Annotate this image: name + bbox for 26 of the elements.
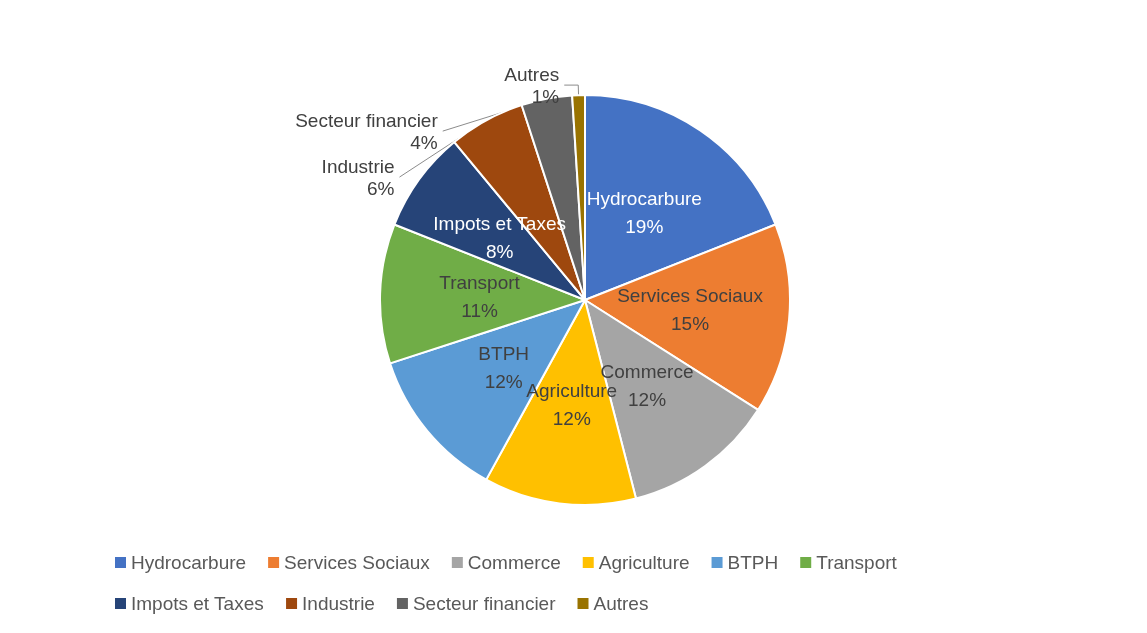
slice-label: Transport bbox=[439, 272, 521, 294]
legend-label: Hydrocarbure bbox=[131, 552, 247, 573]
data-label: 12% bbox=[484, 370, 523, 392]
data-label: 11% bbox=[461, 300, 498, 322]
data-label: 8% bbox=[485, 241, 514, 263]
data-label: 15% bbox=[671, 313, 710, 335]
data-label: 4% bbox=[410, 131, 438, 153]
slice-label: Autres bbox=[504, 63, 560, 85]
slice-label: Services Sociaux bbox=[617, 285, 764, 307]
legend-label: Autres bbox=[593, 593, 649, 614]
legend-label: Industrie bbox=[302, 593, 375, 614]
data-label: 6% bbox=[367, 177, 395, 199]
legend-label: Services Sociaux bbox=[284, 552, 431, 573]
legend-label: BTPH bbox=[727, 552, 779, 573]
data-label: 19% bbox=[625, 216, 664, 238]
data-label: 12% bbox=[552, 408, 591, 430]
slice-label: BTPH bbox=[478, 342, 530, 364]
slice-label: Hydrocarbure bbox=[586, 188, 702, 210]
data-label: 12% bbox=[628, 388, 667, 410]
legend-label: Impots et Taxes bbox=[131, 593, 264, 614]
legend-label: Transport bbox=[816, 552, 898, 573]
slice-label: Industrie bbox=[321, 155, 395, 177]
slice-label: Secteur financier bbox=[295, 109, 439, 131]
legend-label: Secteur financier bbox=[412, 593, 557, 614]
legend-label: Agriculture bbox=[598, 552, 690, 573]
legend-label: Commerce bbox=[467, 552, 561, 573]
